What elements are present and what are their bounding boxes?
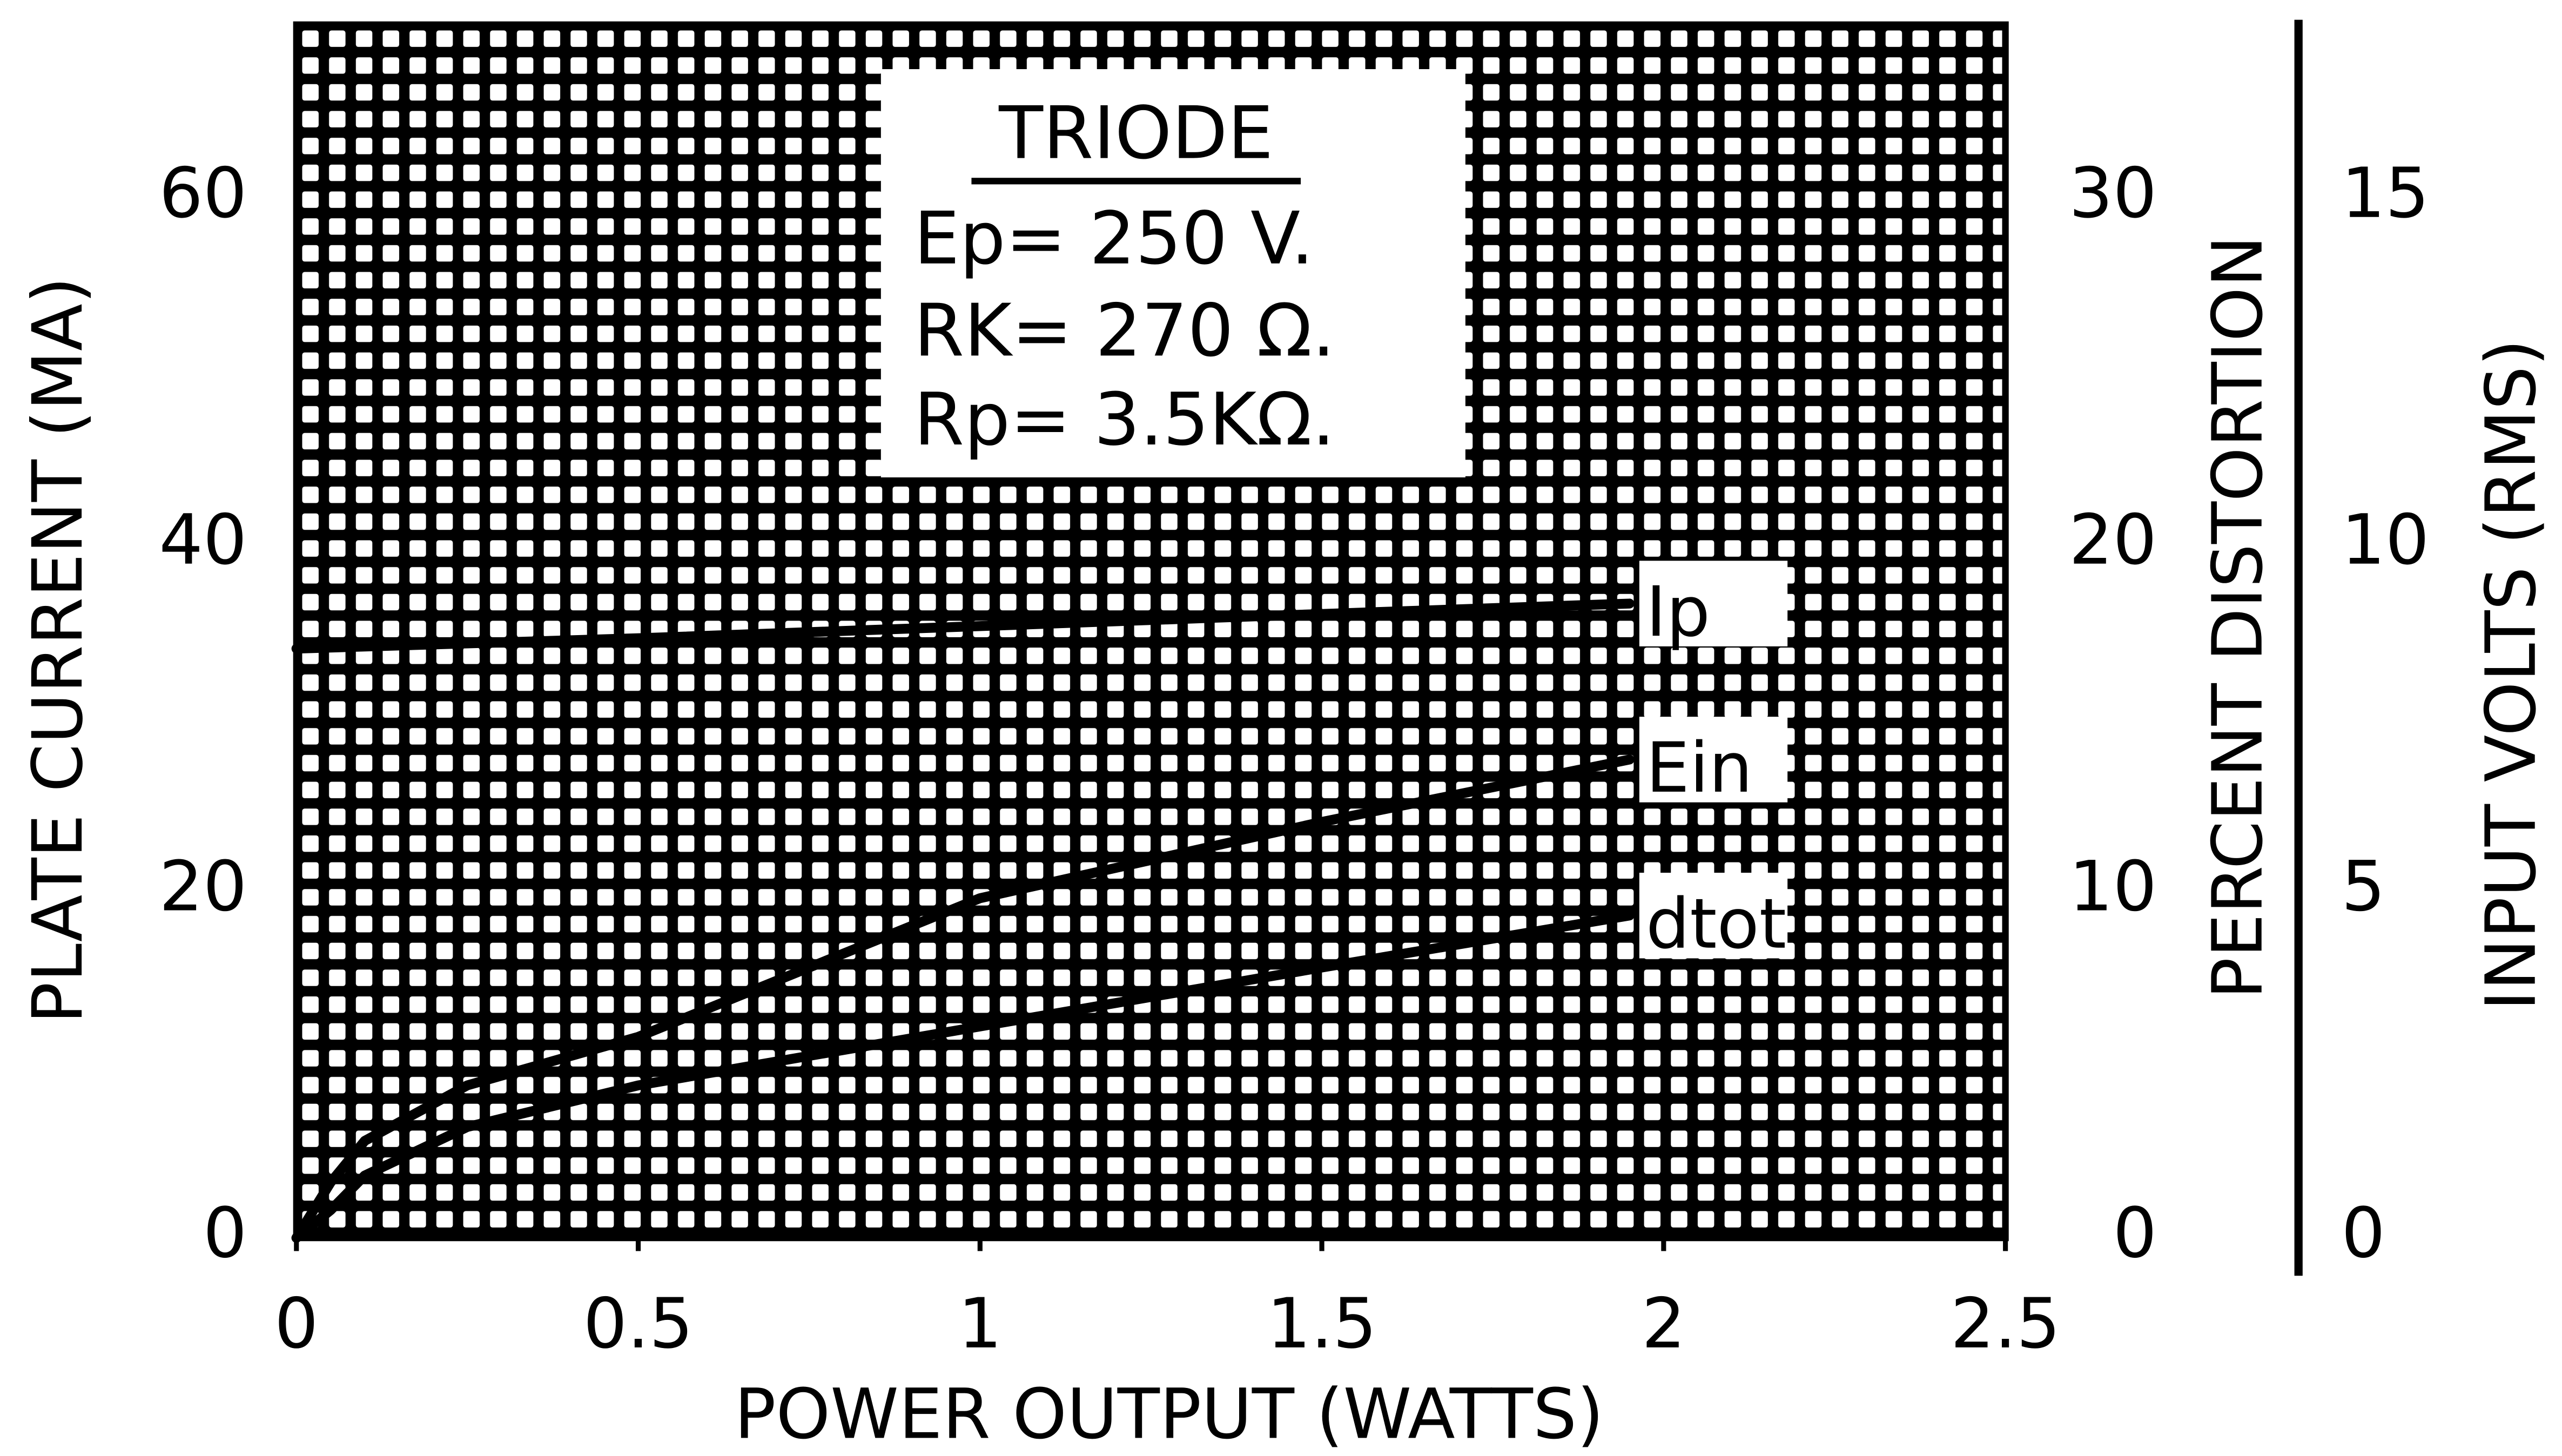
x-axis-label: POWER OUTPUT (WATTS) <box>734 1374 1604 1455</box>
series-label: Ein <box>1646 728 1753 808</box>
y2-axis-label: PERCENT DISTORTION <box>2198 235 2278 999</box>
x-tick-label: 2 <box>1642 1284 1685 1364</box>
label-bg <box>1639 561 1788 646</box>
y2-tick-label: 20 <box>2069 500 2157 581</box>
series-line <box>291 754 1635 1243</box>
series-line <box>291 911 1635 1243</box>
series-label: Ip <box>1646 572 1710 652</box>
x-tick-label: 0 <box>274 1284 318 1364</box>
annotation-bg <box>880 69 1465 477</box>
y-tick-label: 20 <box>159 846 247 927</box>
series-line <box>291 598 1635 654</box>
x-tick-label: 2.5 <box>1951 1284 2061 1364</box>
annotation: Rp= 3.5KΩ. <box>914 378 1335 462</box>
y2-tick-label: 10 <box>2069 846 2157 927</box>
x-tick-label: 1 <box>958 1284 1002 1364</box>
x-tick-label: 1.5 <box>1267 1284 1377 1364</box>
annotation: TRIODE <box>998 91 1273 176</box>
annotation-box: TRIODE Ep= 250 V. RK= 270 Ω. Rp= 3.5KΩ. <box>880 69 1465 477</box>
y-tick-label: 0 <box>203 1193 247 1273</box>
y-tick-label: 40 <box>159 500 247 581</box>
x-tick-label: 0.5 <box>583 1284 694 1364</box>
annotation: Ep= 250 V. <box>914 197 1314 281</box>
annotation: RK= 270 Ω. <box>914 288 1335 373</box>
y3-tick-label: 5 <box>2341 846 2385 927</box>
y2-tick-label: 30 <box>2069 153 2157 234</box>
y3-tick-label: 10 <box>2341 500 2429 581</box>
y3-tick-label: 0 <box>2341 1193 2385 1273</box>
label-bg <box>1639 717 1788 803</box>
y3-tick-label: 15 <box>2341 153 2429 234</box>
label-bg <box>1639 872 1788 959</box>
series-label: dtot <box>1646 884 1786 965</box>
y2-tick-label: 0 <box>2113 1193 2157 1273</box>
y-tick-label: 60 <box>159 153 247 234</box>
y-axis-label: PLATE CURRENT (MA) <box>18 277 98 1023</box>
y3-axis-label: INPUT VOLTS (RMS) <box>2471 339 2552 1011</box>
